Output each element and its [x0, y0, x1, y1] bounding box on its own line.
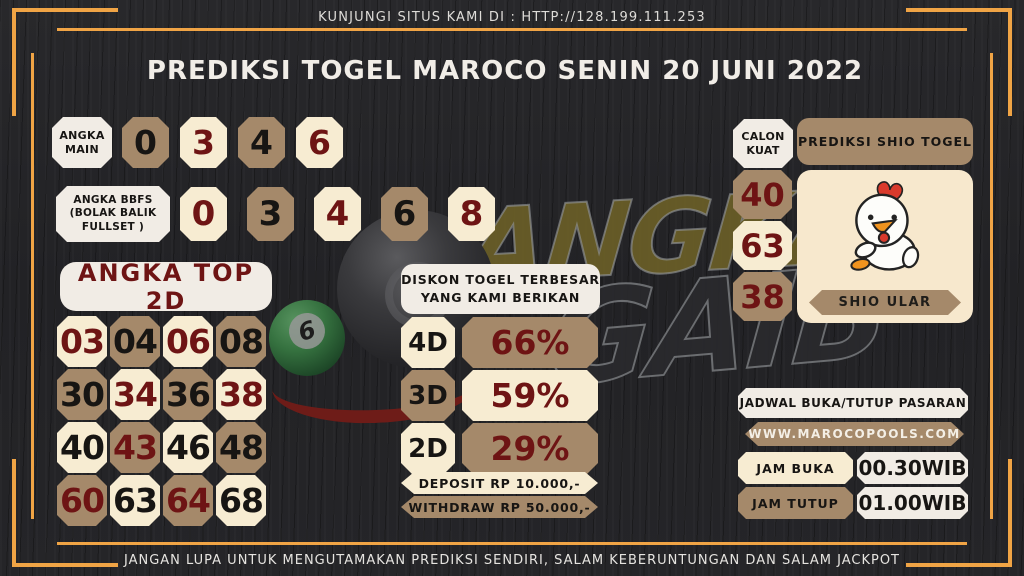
page-title: PREDIKSI TOGEL MAROCO SENIN 20 JUNI 2022: [146, 56, 864, 86]
frame-corner-bl-v: [12, 459, 16, 567]
diskon-label-3d: 3D: [401, 370, 455, 421]
top2d-cell: 63: [110, 475, 160, 526]
jam-tutup-label: JAM TUTUP: [738, 487, 853, 519]
frame-corner-tl-v: [12, 8, 16, 116]
footer-bar: JANGAN LUPA UNTUK MENGUTAMAKAN PREDIKSI …: [0, 549, 1024, 568]
top2d-cell: 34: [110, 369, 160, 420]
angka-main-value: 4: [238, 117, 285, 168]
top2d-cell: 60: [57, 475, 107, 526]
diskon-value-4d: 66%: [462, 317, 598, 368]
angka-bbfs-value: 8: [448, 187, 495, 241]
top2d-cell: 03: [57, 316, 107, 367]
jam-tutup-value: 01.00WIB: [857, 487, 968, 519]
diskon-value-2d: 29%: [462, 423, 598, 474]
frame-corner-br-h: [906, 563, 1012, 567]
top-bar: KUNJUNGI SITUS KAMI DI : HTTP://128.199.…: [0, 6, 1024, 25]
top2d-cell: 30: [57, 369, 107, 420]
calon-kuat-value: 63: [733, 221, 792, 270]
frame-corner-tl-h: [12, 8, 118, 12]
angka-main-value: 3: [180, 117, 227, 168]
shio-header: PREDIKSI SHIO TOGEL: [797, 118, 973, 165]
top2d-cell: 64: [163, 475, 213, 526]
top2d-cell: 68: [216, 475, 266, 526]
top2d-cell: 38: [216, 369, 266, 420]
angka-main-label: ANGKA MAIN: [52, 117, 112, 168]
frame-line-left: [31, 53, 34, 519]
diskon-header: DISKON TOGEL TERBESAR YANG KAMI BERIKAN: [401, 264, 600, 314]
top2d-cell: 08: [216, 316, 266, 367]
top2d-cell: 06: [163, 316, 213, 367]
diskon-value-3d: 59%: [462, 370, 598, 421]
diskon-label-2d: 2D: [401, 423, 455, 474]
angka-bbfs-value: 3: [247, 187, 294, 241]
angka-bbfs-value: 6: [381, 187, 428, 241]
angka-bbfs-value: 0: [180, 187, 227, 241]
withdraw-banner: WITHDRAW RP 50.000,-: [401, 496, 598, 518]
jadwal-header: JADWAL BUKA/TUTUP PASARAN: [738, 388, 968, 418]
top2d-cell: 36: [163, 369, 213, 420]
shio-name-banner: SHIO ULAR: [809, 290, 961, 315]
calon-kuat-label: CALON KUAT: [733, 119, 793, 168]
rooster-illustration-icon: ♥: [850, 176, 920, 271]
frame-line-bottom: [57, 542, 967, 545]
angka-bbfs-label: ANGKA BBFS (BOLAK BALIK FULLSET ): [56, 186, 170, 242]
billiard-six-number: 6: [284, 308, 330, 354]
angka-top2d-title: ANGKA TOP 2D: [60, 259, 272, 315]
angka-main-value: 6: [296, 117, 343, 168]
calon-kuat-value: 40: [733, 170, 792, 219]
calon-kuat-value: 38: [733, 272, 792, 321]
frame-line-top: [57, 28, 967, 31]
angka-main-value: 0: [122, 117, 169, 168]
frame-line-right: [990, 53, 993, 519]
deposit-banner: DEPOSIT RP 10.000,-: [401, 472, 598, 494]
frame-corner-tr-h: [906, 8, 1012, 12]
website-banner[interactable]: WWW.MAROCOPOOLS.COM: [745, 422, 964, 446]
top2d-cell: 40: [57, 422, 107, 473]
frame-corner-bl-h: [12, 563, 118, 567]
top2d-cell: 43: [110, 422, 160, 473]
top2d-cell: 46: [163, 422, 213, 473]
site-url-link[interactable]: KUNJUNGI SITUS KAMI DI : HTTP://128.199.…: [318, 10, 706, 25]
billiard-ball-six-icon: 6: [269, 300, 345, 376]
diskon-label-4d: 4D: [401, 317, 455, 368]
shio-card: ♥ SHIO ULAR: [797, 170, 973, 323]
jam-buka-value: 00.30WIB: [857, 452, 968, 484]
frame-corner-br-v: [1008, 459, 1012, 567]
footer-text: JANGAN LUPA UNTUK MENGUTAMAKAN PREDIKSI …: [123, 553, 900, 568]
angka-bbfs-value: 4: [314, 187, 361, 241]
frame-corner-tr-v: [1008, 8, 1012, 116]
jam-buka-label: JAM BUKA: [738, 452, 853, 484]
top2d-cell: 48: [216, 422, 266, 473]
top2d-cell: 04: [110, 316, 160, 367]
